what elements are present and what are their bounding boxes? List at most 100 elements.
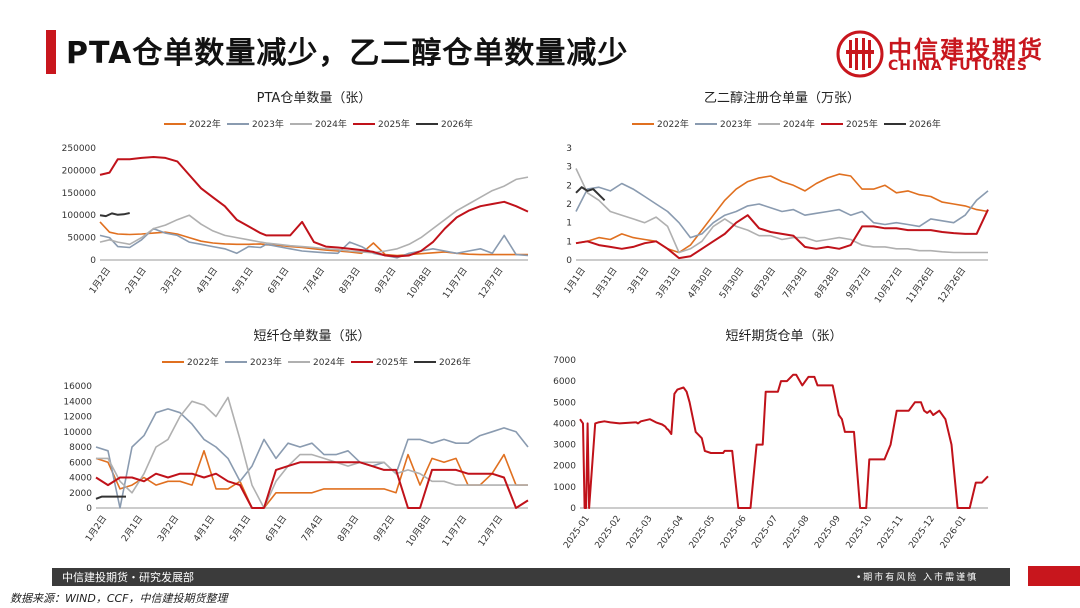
y-tick-label: 6000 [69,458,92,468]
legend-label: 2025年 [376,356,408,368]
series-line-2022 [575,173,989,254]
legend-label: 2025年 [378,118,410,130]
x-tick-label: 2025-08 [782,514,812,551]
y-tick-label: 7000 [553,356,576,366]
legend-item: 2022年 [632,118,689,130]
y-tick-label: 10000 [63,428,92,438]
legend-label: 2023年 [250,356,282,368]
x-tick-label: 2025-02 [593,514,623,551]
x-tick-label: 2025-03 [625,514,655,551]
x-tick-label: 4月1日 [191,513,217,543]
legend-label: 2026年 [909,118,941,130]
psf-warehouse-chart: 短纤仓单数量（张） 2022年 2023年 2024年 2025年 2026年 0 2000 4… [63,329,529,549]
legend-item: 2023年 [227,118,284,130]
legend-label: 2026年 [439,356,471,368]
x-tick-label: 11月26日 [904,265,936,304]
series-line-2022 [99,221,528,257]
footer-risk-warning: •期市有风险 入市需谨慎 [856,573,979,583]
x-tick-label: 4月1日 [194,265,220,295]
x-tick-label: 8月28日 [812,265,841,300]
legend-label: 2023年 [720,118,752,130]
legend-label: 2022年 [187,356,219,368]
chart-title: 短纤期货仓单（张） [725,328,842,344]
pta-warehouse-chart: PTA仓单数量（张） 2022年 2023年 2024年 2025年 2026年 0 5000… [62,91,529,301]
y-tick-label: 3 [566,163,572,173]
x-tick-label: 6月1日 [266,265,292,295]
x-tick-label: 2025-05 [688,514,718,551]
y-tick-label: 0 [90,256,96,266]
x-tick-label: 8月3日 [337,265,363,295]
meg-warehouse-chart: 乙二醇注册仓单量（万张）2022年 2023年 2024年 2025年 2026年011… [562,90,989,304]
y-tick-label: 4000 [69,474,92,484]
legend-label: 2024年 [313,356,345,368]
x-tick-label: 2026-01 [939,514,969,551]
series-line-2024 [99,176,529,254]
series-line-2023 [575,182,989,239]
legend-item: 2026年 [416,118,473,130]
x-tick-label: 2025-11 [876,514,906,551]
x-tick-label: 10月27日 [872,265,904,304]
legend-label: 2024年 [783,118,815,130]
x-tick-label: 9月2日 [373,265,399,295]
y-tick-label: 50000 [67,234,96,244]
footer-accent-block [1028,566,1080,586]
legend-item: 2024年 [288,356,345,368]
chart-title: 短纤仓单数量（张） [253,329,370,344]
x-tick-label: 12月7日 [476,265,505,300]
x-tick-label: 11月7日 [440,513,469,548]
x-tick-label: 1月2日 [87,265,113,295]
y-tick-label: 6000 [553,377,576,387]
page-title: PTA仓单数量减少，乙二醇仓单数量减少 [66,36,629,71]
x-tick-label: 2025-12 [907,514,937,551]
legend-label: 2026年 [441,118,473,130]
x-tick-label: 6月1日 [263,513,289,543]
x-tick-label: 1月1日 [562,265,588,295]
series-line-2026 [99,212,130,218]
legend-label: 2025年 [846,118,878,130]
series-line-2022 [95,450,528,509]
x-tick-label: 7月29日 [781,265,810,300]
series-line-2025 [95,461,529,509]
y-tick-label: 1000 [553,483,576,493]
x-tick-label: 8月3日 [335,513,361,543]
y-tick-label: 2000 [69,489,92,499]
footer-bar [52,568,1010,586]
x-tick-label: 6月29日 [749,265,778,300]
x-tick-label: 3月2日 [159,265,185,295]
x-tick-label: 2025-09 [813,514,843,551]
x-tick-label: 1月31日 [590,265,619,300]
y-tick-label: 250000 [62,144,97,154]
y-tick-label: 14000 [63,397,92,407]
series-line-2025 [99,156,529,258]
x-tick-label: 2月1日 [119,513,145,543]
chart-title: PTA仓单数量（张） [257,91,372,106]
legend-item: 2023年 [225,356,282,368]
title-accent-bar [46,30,56,74]
series-line-2026 [95,495,126,500]
footer-department: 中信建投期货・研究发展部 [62,571,194,584]
y-tick-label: 1 [566,237,572,247]
psf-futures-warehouse-chart: 短纤期货仓单（张） 0 1000 2000 3000 4000 5000 6000 7000 20… [553,328,989,551]
series-line-2024 [96,396,528,509]
series-line-2023 [95,408,529,509]
data-source: 数据来源：WIND，CCF，中信建投期货整理 [10,592,228,605]
legend-item: 2024年 [758,118,815,130]
y-tick-label: 0 [566,256,572,266]
y-tick-label: 150000 [62,189,97,199]
x-tick-label: 7月4日 [301,265,327,295]
legend-label: 2023年 [252,118,284,130]
x-tick-label: 1月2日 [83,513,109,543]
series-line-2025 [575,209,989,260]
y-tick-label: 3 [566,144,572,154]
y-tick-label: 2000 [553,462,576,472]
x-tick-label: 2025-07 [750,514,780,551]
x-tick-label: 3月2日 [155,513,181,543]
series-line-2023 [99,227,529,259]
series-line-futures [579,373,989,509]
x-tick-label: 2025-01 [562,514,592,551]
y-tick-label: 12000 [63,413,92,423]
legend-item: 2026年 [414,356,471,368]
y-tick-label: 0 [570,504,576,514]
x-tick-label: 7月4日 [299,513,325,543]
x-tick-label: 10月8日 [404,513,433,548]
